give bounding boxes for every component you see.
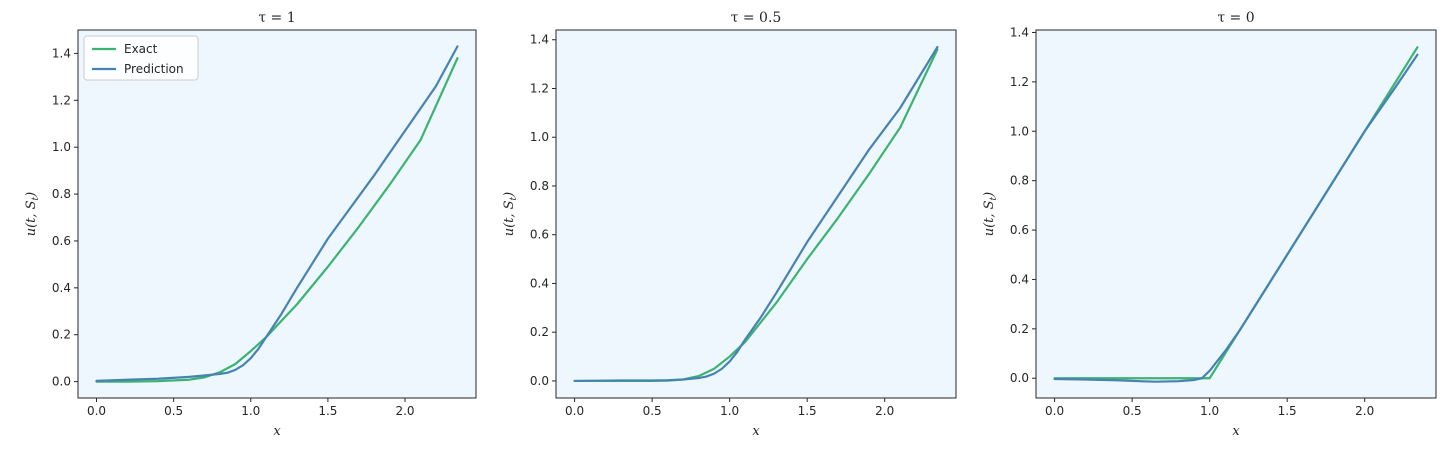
axes-frame	[555, 29, 957, 399]
chart-panel-3: 0.0 0.5 1.0 1.5 2.0 0.0 0.2 0.4 0.6 0.8 1.0 1.2 1.4 τ…	[982, 10, 1437, 439]
series-line-prediction	[1053, 53, 1419, 383]
x-tick-label: 0.0	[1045, 404, 1064, 418]
y-tick-label: 1.4	[52, 46, 71, 60]
y-tick-label: 1.2	[52, 93, 71, 107]
chart-panel-1: 0.0 0.5 1.0 1.5 2.0 0.0 0.2 0.4 0.6 0.8 1.0 1.2 1.4 τ…	[24, 10, 477, 439]
y-axis-label: u(t, St)	[24, 192, 41, 237]
x-tick-label: 1.0	[241, 404, 260, 418]
series-line-prediction	[95, 45, 459, 382]
chart-panel-2: 0.0 0.5 1.0 1.5 2.0 0.0 0.2 0.4 0.6 0.8 1.0 1.2 1.4 τ…	[502, 10, 957, 439]
chart-title: τ = 0.5	[731, 10, 782, 26]
y-tick-label: 0.2	[52, 328, 71, 342]
y-tick-label: 0.6	[1010, 223, 1029, 237]
y-tick-label: 1.4	[1010, 25, 1029, 39]
x-tick-label: 2.0	[1355, 404, 1374, 418]
plot-area	[1036, 30, 1436, 398]
y-tick-label: 0.6	[530, 228, 549, 242]
series-line-prediction	[573, 45, 939, 383]
x-axis-label: x	[752, 424, 760, 439]
x-tick-label: 0.0	[565, 404, 584, 418]
x-axis-label: x	[1232, 424, 1240, 439]
y-tick-label: 1.0	[52, 140, 71, 154]
y-axis-label: u(t, St)	[982, 192, 999, 237]
y-tick-label: 0.4	[1010, 272, 1029, 286]
series-line-exact	[95, 57, 459, 383]
y-tick-label: 1.0	[530, 130, 549, 144]
axes-frame	[77, 29, 477, 399]
y-tick-label: 1.2	[1010, 75, 1029, 89]
x-tick-label: 1.5	[318, 404, 337, 418]
legend: Exact Prediction	[83, 35, 199, 81]
x-tick-label: 1.0	[1200, 404, 1219, 418]
y-axis-label: u(t, St)	[502, 192, 519, 237]
y-tick-label: 1.4	[530, 33, 549, 47]
y-tick-label: 0.2	[530, 325, 549, 339]
axes-frame	[1035, 29, 1437, 399]
y-tick-label: 0.8	[52, 187, 71, 201]
x-tick-label: 0.0	[87, 404, 106, 418]
x-tick-label: 2.0	[395, 404, 414, 418]
legend-label-prediction: Prediction	[124, 62, 184, 76]
y-tick-label: 0.0	[1010, 371, 1029, 385]
chart-title: τ = 0	[1217, 10, 1254, 26]
x-tick-label: 0.5	[643, 404, 662, 418]
y-tick-label: 0.4	[530, 276, 549, 290]
x-tick-label: 0.5	[1123, 404, 1142, 418]
plot-area	[556, 30, 956, 398]
x-tick-label: 2.0	[875, 404, 894, 418]
y-tick-label: 0.6	[52, 234, 71, 248]
x-axis-label: x	[273, 424, 281, 439]
x-tick-label: 1.5	[1278, 404, 1297, 418]
y-tick-label: 0.2	[1010, 322, 1029, 336]
y-tick-label: 0.8	[1010, 174, 1029, 188]
x-tick-label: 0.5	[164, 404, 183, 418]
y-tick-label: 0.8	[530, 179, 549, 193]
chart-title: τ = 1	[258, 10, 295, 26]
x-tick-label: 1.0	[720, 404, 739, 418]
legend-label-exact: Exact	[124, 42, 158, 56]
y-tick-label: 0.4	[52, 281, 71, 295]
x-tick-label: 1.5	[798, 404, 817, 418]
y-tick-label: 0.0	[530, 374, 549, 388]
y-tick-label: 0.0	[52, 375, 71, 389]
y-tick-label: 1.2	[530, 81, 549, 95]
y-tick-label: 1.0	[1010, 124, 1029, 138]
plot-area	[78, 30, 476, 398]
